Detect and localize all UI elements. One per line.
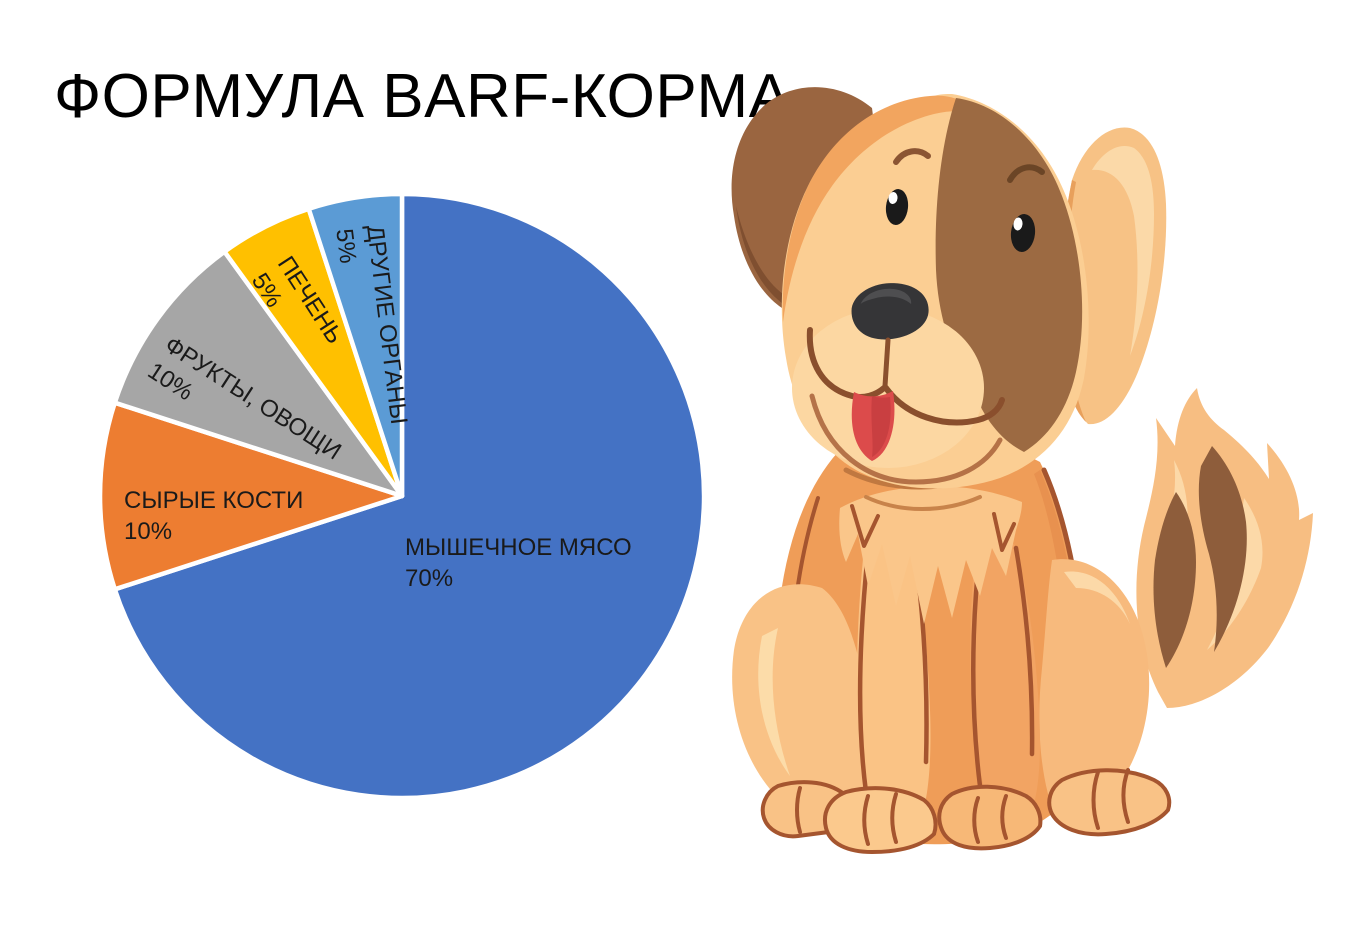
dog-front-paws [823,784,1043,855]
pie-slice-label: МЫШЕЧНОЕ МЯСО 70% [405,534,632,592]
pie-slice-3 [112,249,405,499]
dog-tongue [851,391,895,461]
dog-head [731,87,1167,489]
pie-slice-label: СЫРЫЕ КОСТИ 10% [124,487,303,545]
pie-label-value: 70% [405,565,453,592]
page-title: ФОРМУЛА BARF-КОРМА [54,62,791,131]
dog-mouth [806,327,1005,426]
dog-chest-fur [839,486,1022,624]
dog-hind-leg-left [732,584,871,828]
pie-label-value: 10% [124,518,172,545]
pie-slice-5 [306,191,405,499]
dog-hind-leg-right [1039,559,1150,819]
pie-chart [97,191,707,801]
dog-nose [851,283,929,340]
dog-front-legs [856,540,1040,820]
pie-slice-1 [112,191,707,801]
dog-tail [1136,388,1313,708]
pie-label-value: 5% [330,227,361,265]
pie-label-category: МЫШЕЧНОЕ МЯСО [405,534,632,561]
pie-label-category: СЫРЫЕ КОСТИ [124,487,303,514]
dog-eyes [885,189,1036,252]
dog-eyebrow-right [1007,164,1045,183]
pie-slice-2 [97,400,405,592]
dog-eyebrow-left [893,148,931,165]
dog-illustration [731,87,1313,855]
